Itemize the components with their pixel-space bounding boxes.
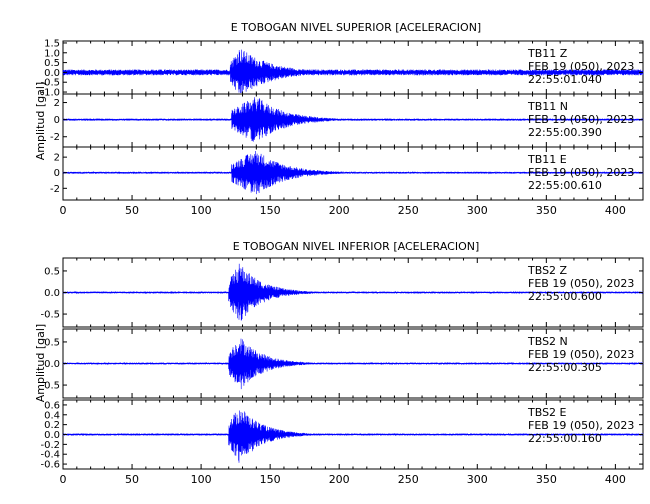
waveform-trace xyxy=(62,49,644,94)
x-tick-label: 350 xyxy=(536,473,557,486)
waveform-trace xyxy=(62,263,644,321)
station-component-label: TB11 N xyxy=(527,100,568,113)
station-date-label: FEB 19 (050), 2023 xyxy=(528,419,634,432)
top-ylabel: Amplitud [gal] xyxy=(34,82,47,160)
y-tick-label: 0.0 xyxy=(44,430,60,441)
x-tick-label: 250 xyxy=(398,473,419,486)
y-tick-label: -2 xyxy=(50,132,60,143)
x-tick-label: 250 xyxy=(398,204,419,217)
y-tick-label: 0.0 xyxy=(44,68,60,79)
y-tick-label: -0.6 xyxy=(40,460,60,471)
y-tick-label: -0.4 xyxy=(40,450,60,461)
x-tick-label: 400 xyxy=(605,204,626,217)
bottom-ylabel: Amplitud [gal] xyxy=(34,324,47,402)
y-tick-label: 0 xyxy=(54,168,60,179)
y-tick-label: 0 xyxy=(54,115,60,126)
y-tick-label: 0.2 xyxy=(44,420,60,431)
y-tick-label: 0.5 xyxy=(44,58,60,69)
y-tick-label: 2 xyxy=(54,98,60,109)
y-tick-label: 0.6 xyxy=(44,400,60,411)
x-tick-label: 0 xyxy=(60,473,67,486)
y-tick-label: -0.5 xyxy=(40,381,60,392)
station-date-label: FEB 19 (050), 2023 xyxy=(528,277,634,290)
x-tick-label: 200 xyxy=(329,204,350,217)
x-tick-label: 350 xyxy=(536,204,557,217)
station-component-label: TB11 E xyxy=(527,153,567,166)
x-tick-label: 50 xyxy=(125,204,139,217)
top-section-title: E TOBOGAN NIVEL SUPERIOR [ACELERACION] xyxy=(231,21,481,34)
station-component-label: TB11 Z xyxy=(527,47,568,60)
y-tick-label: -2 xyxy=(50,184,60,195)
y-tick-label: -0.5 xyxy=(40,310,60,321)
x-tick-label: 400 xyxy=(605,473,626,486)
x-tick-label: 0 xyxy=(60,204,67,217)
y-tick-label: 0.4 xyxy=(44,410,60,421)
y-tick-label: 1.0 xyxy=(44,48,60,59)
y-tick-label: -0.2 xyxy=(40,440,60,451)
station-date-label: FEB 19 (050), 2023 xyxy=(528,113,634,126)
station-date-label: FEB 19 (050), 2023 xyxy=(528,166,634,179)
station-time-label: 22:55:00.390 xyxy=(528,126,602,139)
station-date-label: FEB 19 (050), 2023 xyxy=(528,60,634,73)
y-tick-label: 0.5 xyxy=(44,266,60,277)
waveform-trace xyxy=(62,97,644,142)
y-tick-label: 0.0 xyxy=(44,359,60,370)
waveform-trace xyxy=(62,410,644,463)
station-date-label: FEB 19 (050), 2023 xyxy=(528,348,634,361)
station-time-label: 22:55:00.305 xyxy=(528,361,602,374)
y-tick-label: 0.0 xyxy=(44,288,60,299)
station-component-label: TBS2 Z xyxy=(527,264,568,277)
bottom-section-title: E TOBOGAN NIVEL INFERIOR [ACELERACION] xyxy=(233,240,480,253)
x-tick-label: 300 xyxy=(467,204,488,217)
y-tick-label: -1.0 xyxy=(40,88,60,99)
y-tick-label: -0.5 xyxy=(40,78,60,89)
station-component-label: TBS2 N xyxy=(527,335,568,348)
y-tick-label: 0.5 xyxy=(44,337,60,348)
x-tick-label: 50 xyxy=(125,473,139,486)
x-tick-label: 200 xyxy=(329,473,350,486)
waveform-trace xyxy=(62,338,644,390)
y-tick-label: 2 xyxy=(54,153,60,164)
y-tick-label: 1.5 xyxy=(44,38,60,49)
x-tick-label: 100 xyxy=(191,204,212,217)
station-time-label: 22:55:00.160 xyxy=(528,432,602,445)
x-tick-label: 300 xyxy=(467,473,488,486)
x-tick-label: 150 xyxy=(260,473,281,486)
station-component-label: TBS2 E xyxy=(527,406,567,419)
waveform-trace xyxy=(62,150,644,195)
station-time-label: 22:55:00.600 xyxy=(528,290,602,303)
x-tick-label: 150 xyxy=(260,204,281,217)
station-time-label: 22:55:00.610 xyxy=(528,179,602,192)
station-time-label: 22:55:01.040 xyxy=(528,73,602,86)
x-tick-label: 100 xyxy=(191,473,212,486)
